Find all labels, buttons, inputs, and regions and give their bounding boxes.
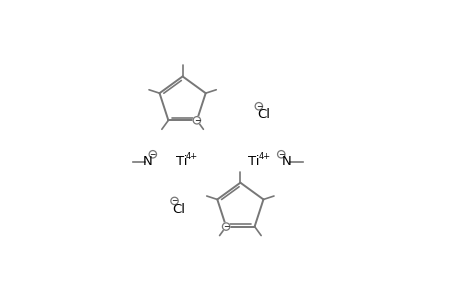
Circle shape	[193, 117, 200, 124]
Text: −: −	[193, 116, 200, 125]
Circle shape	[170, 197, 178, 205]
Text: 4+: 4+	[185, 152, 197, 160]
Text: N: N	[281, 155, 291, 168]
Text: Cl: Cl	[172, 203, 185, 216]
Text: −: −	[223, 222, 229, 231]
Circle shape	[255, 103, 262, 110]
Text: N: N	[142, 155, 152, 168]
Text: Cl: Cl	[257, 108, 269, 121]
Text: −: −	[255, 102, 262, 111]
Circle shape	[149, 151, 156, 158]
Text: −: −	[149, 150, 156, 159]
Text: Ti: Ti	[248, 155, 259, 168]
Text: −: −	[171, 196, 177, 206]
Circle shape	[277, 151, 284, 158]
Text: −: −	[277, 150, 284, 159]
Text: Ti: Ti	[175, 155, 187, 168]
Text: 4+: 4+	[257, 152, 270, 160]
Circle shape	[222, 223, 230, 230]
